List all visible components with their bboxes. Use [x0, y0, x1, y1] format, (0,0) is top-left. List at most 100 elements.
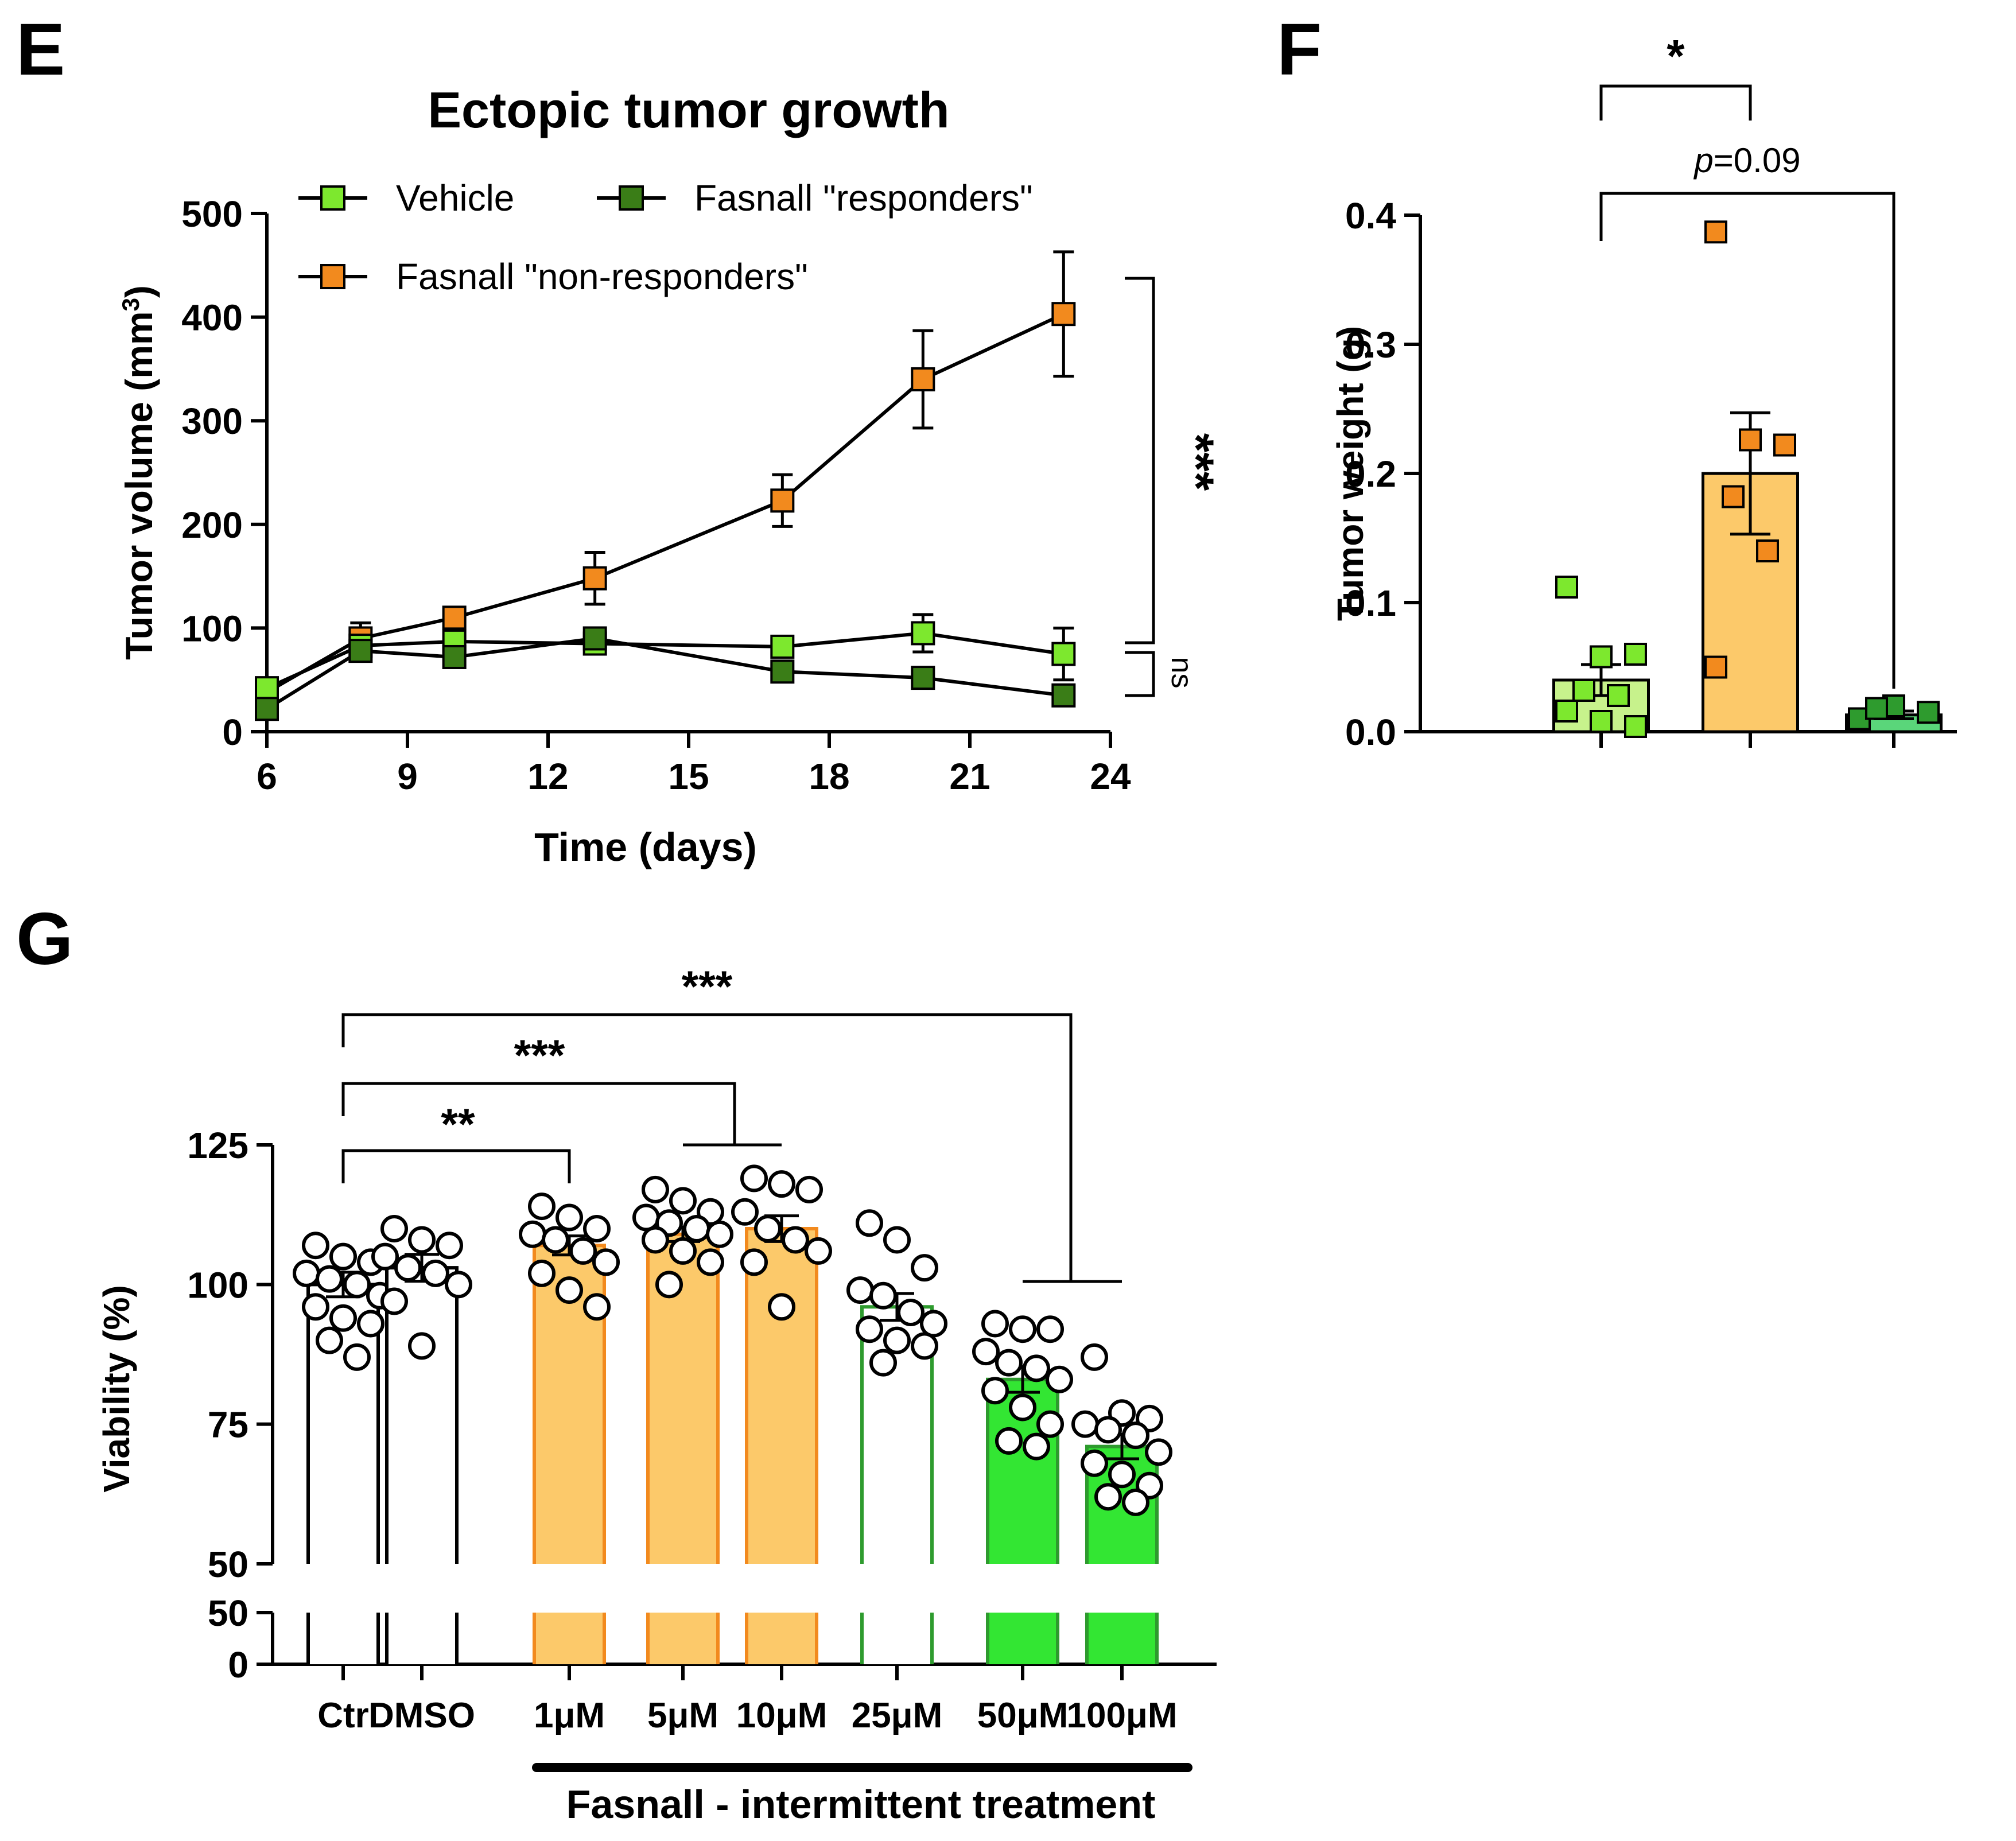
panel-g-point — [655, 1271, 683, 1299]
panel-g-point — [1145, 1438, 1172, 1466]
panel-g-bar-lower — [534, 1613, 604, 1664]
panel-g-bar-lower — [862, 1613, 932, 1664]
panel-g-point — [911, 1254, 938, 1282]
panel-e-y-tick-label: 0 — [222, 712, 243, 753]
panel-f-y-tick-label: 0.0 — [1345, 712, 1396, 753]
panel-g-point — [642, 1226, 669, 1254]
panel-f-point — [1739, 428, 1762, 452]
panel-g-point — [1036, 1315, 1064, 1343]
panel-g-point — [542, 1226, 569, 1254]
panel-g-y-tick-label: 50 — [208, 1544, 248, 1585]
panel-g-group-label: Fasnall - intermittent treatment — [566, 1782, 1156, 1827]
panel-g-point — [731, 1198, 759, 1226]
panel-f-y-tick-label: 0.2 — [1345, 453, 1396, 495]
panel-label-e: E — [16, 9, 65, 91]
panel-e-marker-0 — [911, 621, 935, 646]
panel-e-legend-label: Vehicle — [396, 177, 514, 219]
panel-f-y-axis-label: Tumor weight (g) — [1330, 326, 1371, 621]
panel-g-point — [316, 1265, 343, 1293]
panel-e-y-tick-label: 200 — [181, 504, 243, 546]
panel-g-point — [302, 1293, 329, 1321]
panel-g-point — [1009, 1393, 1036, 1421]
panel-e-x-tick-label: 15 — [668, 756, 709, 797]
panel-g-point — [1081, 1343, 1108, 1371]
panel-e-axes: 0 100 200 300 400 500 6 9 12 15 18 21 24 Time (days) T… — [117, 193, 1132, 869]
panel-e-bracket-ns — [1125, 651, 1155, 697]
panel-g-point — [583, 1293, 611, 1321]
panel-g-y-tick-label: 125 — [187, 1125, 248, 1166]
panel-g-point — [1122, 1421, 1149, 1450]
panel-f-point — [1704, 220, 1727, 244]
panel-e-significance: *** ns — [1125, 277, 1223, 697]
panel-f-point — [1555, 700, 1578, 723]
panel-e-legend: Vehicle Fasnall "responders" Fasnall "non-… — [298, 177, 1033, 297]
panel-g-point — [883, 1226, 911, 1254]
panel-g-axes: 50 75 100 125 0 50 Viability (%) Ctr DMSO 1μM 5μM 1… — [96, 1125, 1217, 1735]
panel-g-point — [1071, 1410, 1099, 1438]
panel-g-point — [911, 1332, 938, 1360]
panel-e-legend-marker — [320, 185, 345, 211]
panel-g-bar-lower-edge — [306, 1613, 380, 1664]
panel-e-y-tick-label: 100 — [181, 608, 243, 649]
panel-g-point — [380, 1287, 408, 1315]
panel-e-x-tick-label: 9 — [397, 756, 418, 797]
panel-g-point — [856, 1315, 883, 1343]
panel-e-x-tick-label: 12 — [527, 756, 568, 797]
panel-f-pvalue-p: p — [1693, 141, 1713, 180]
panel-e-marker-2 — [442, 605, 467, 630]
panel-f-point — [1917, 701, 1940, 724]
panel-g-point — [697, 1248, 724, 1276]
panel-g-point — [768, 1293, 795, 1321]
panel-e-marker-1 — [770, 659, 795, 684]
panel-g-sig-1: ** — [441, 1100, 475, 1149]
panel-e-marker-1 — [255, 697, 279, 721]
panel-e-sig-stars: *** — [1168, 433, 1223, 491]
panel-e: Ectopic tumor growth 0 100 200 300 400 500 6 9 1… — [117, 81, 1224, 869]
panel-g-sig-3: *** — [682, 962, 733, 1011]
panel-g-point — [422, 1259, 449, 1287]
panel-g-bar-lower-edge — [646, 1613, 720, 1664]
panel-g-bar-lower-edge — [533, 1613, 606, 1664]
panel-e-ns-label: ns — [1165, 657, 1198, 689]
panel-g-bracket-3 — [341, 1013, 1073, 1281]
panel-g-x-tick-label: 1μM — [534, 1696, 605, 1735]
panel-g-point — [846, 1276, 874, 1304]
panel-e-bracket-main — [1125, 277, 1155, 644]
panel-g-point — [569, 1237, 597, 1265]
panel-e-x-tick-label: 24 — [1090, 756, 1131, 797]
panel-g-point — [1009, 1315, 1036, 1343]
panel-f-point — [1590, 645, 1613, 669]
panel-e-marker-2 — [582, 566, 607, 591]
panel-g-point — [528, 1259, 556, 1287]
panel-g-point — [519, 1220, 546, 1248]
panel-e-y-axis-label: Tumor volume (mm3) — [117, 285, 161, 660]
panel-label-f: F — [1277, 9, 1322, 91]
panel-g-bar-lower — [988, 1613, 1058, 1664]
panel-e-y-tick-label: 500 — [181, 193, 243, 235]
panel-g-point — [869, 1349, 897, 1377]
panel-g-bar-lower — [1087, 1613, 1157, 1664]
panel-g-point — [740, 1248, 768, 1276]
panel-f: 0.0 0.1 0.2 0.3 0.4 Tumor weight (g) * p=0.09 — [1330, 30, 1957, 753]
panel-g-point — [371, 1242, 399, 1271]
panel-g-point — [380, 1215, 408, 1242]
panel-e-legend-marker — [619, 185, 644, 211]
panel-f-point — [1590, 710, 1613, 733]
panel-e-x-tick-label: 6 — [257, 756, 277, 797]
panel-g-point — [1081, 1449, 1108, 1477]
panel-g-point — [706, 1220, 733, 1248]
panel-f-pvalue: p=0.09 — [1693, 141, 1800, 180]
panel-f-pvalue-num: =0.09 — [1714, 141, 1801, 180]
panel-e-marker-0 — [1051, 642, 1076, 666]
panel-g-point — [642, 1175, 669, 1203]
panel-g-point — [1094, 1483, 1122, 1511]
panel-g-point — [445, 1271, 472, 1299]
panel-g-bar-lower — [387, 1613, 457, 1664]
panel-f-y-tick-label: 0.3 — [1345, 324, 1396, 366]
panel-g-x-tick-label: Ctr — [317, 1696, 369, 1735]
panel-g-point — [995, 1349, 1023, 1377]
panel-g-significance: ** *** *** — [341, 962, 1122, 1283]
panel-e-marker-0 — [770, 634, 795, 659]
panel-g-y-tick-label: 0 — [228, 1644, 248, 1685]
panel-g-bar-lower-edge — [860, 1613, 934, 1664]
